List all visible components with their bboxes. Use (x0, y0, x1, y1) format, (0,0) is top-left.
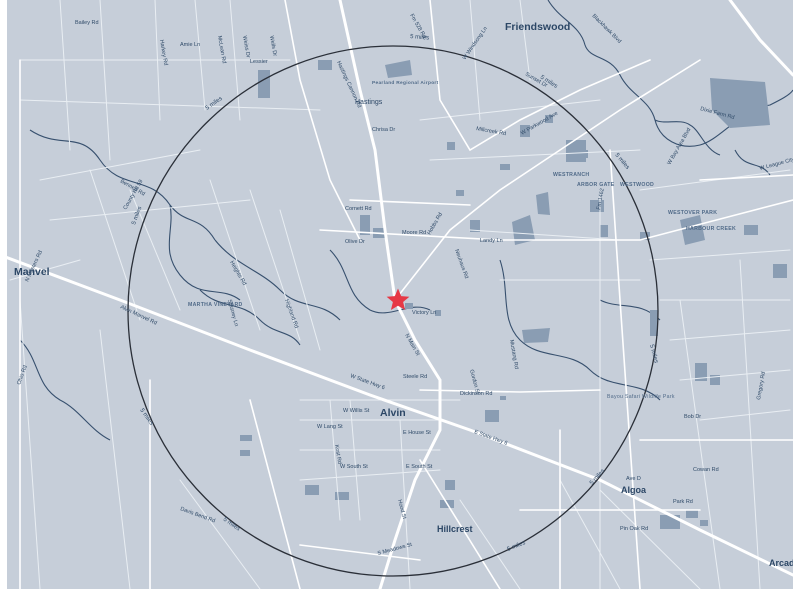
street-label: Victory Ln (412, 310, 436, 316)
street-label: Ave D (626, 476, 641, 482)
street-label: Steele Rd (403, 374, 427, 380)
street-label: Chrisa Dr (372, 127, 395, 133)
street-label: E House St (403, 430, 431, 436)
street-label: Weiss Dr (241, 35, 251, 58)
poi-labels: Pearland Regional Airport WESTRANCH ARBO… (188, 80, 736, 400)
street-label: Cowan Rd (693, 467, 719, 473)
ring-label-e2: 5 miles (648, 344, 659, 364)
street-label: W South St (340, 464, 368, 470)
street-label: Millcreek Rd (476, 126, 507, 137)
water-features (19, 0, 793, 441)
street-label: Landy Ln (480, 238, 503, 244)
place-manvel: Manvel (14, 266, 50, 278)
place-hastings: Hastings (355, 99, 383, 106)
street-label: Dickinson Rd (460, 391, 492, 397)
street-label: Hood St (396, 499, 407, 520)
street-label: Park Rd (673, 499, 693, 505)
street-label: W Willis St (343, 408, 370, 414)
street-label: Olive Dr (345, 239, 365, 245)
street-label: E South St (406, 464, 433, 470)
poi-airport: Pearland Regional Airport (372, 80, 439, 86)
poi-harbour-creek: HARBOUR CREEK (686, 226, 736, 232)
street-label: Amie Ln (180, 42, 200, 48)
radius-ring (127, 45, 659, 577)
star-icon[interactable] (386, 288, 410, 311)
poi-arbor-gate: ARBOR GATE (577, 182, 615, 188)
street-label: Bailey Rd (75, 20, 99, 26)
poi-bayou-safari: Bayou Safari Wildlife Park (607, 394, 675, 400)
street-label: Moore Rd (402, 230, 426, 236)
place-labels: Friendswood Manvel Alvin Hastings Hillcr… (14, 21, 793, 568)
street-label: Fm 1462 (596, 188, 606, 210)
street-label: Pin Oak Rd (620, 526, 648, 532)
street-label: Lessier (250, 59, 268, 65)
street-label: Wells Dr (268, 35, 278, 57)
poi-westranch: WESTRANCH (553, 172, 589, 178)
poi-westover-park: WESTOVER PARK (668, 210, 717, 216)
street-label: Kost Rd (333, 444, 342, 464)
street-label: Cornett Rd (345, 206, 372, 212)
place-algoa: Algoa (621, 485, 647, 495)
place-hillcrest: Hillcrest (437, 524, 473, 534)
place-arcadia: Arcadi (769, 558, 793, 568)
street-label: Gregory Rd (756, 371, 767, 400)
street-label: Bob Dr (684, 414, 701, 420)
land-parcels (240, 60, 787, 529)
ring-label-n: 5 miles (410, 34, 429, 42)
poi-martha-vineyard: MARTHA VINEYARD (188, 302, 243, 308)
street-label: W Lang St (317, 424, 343, 430)
street-label: Harkey Rd (158, 39, 168, 66)
street-label: Mustang Rd (508, 339, 519, 369)
place-friendswood: Friendswood (505, 21, 570, 33)
street-label: McLean Rd (216, 35, 227, 64)
poi-westwood: WESTWOOD (620, 182, 654, 188)
place-alvin: Alvin (380, 407, 406, 419)
